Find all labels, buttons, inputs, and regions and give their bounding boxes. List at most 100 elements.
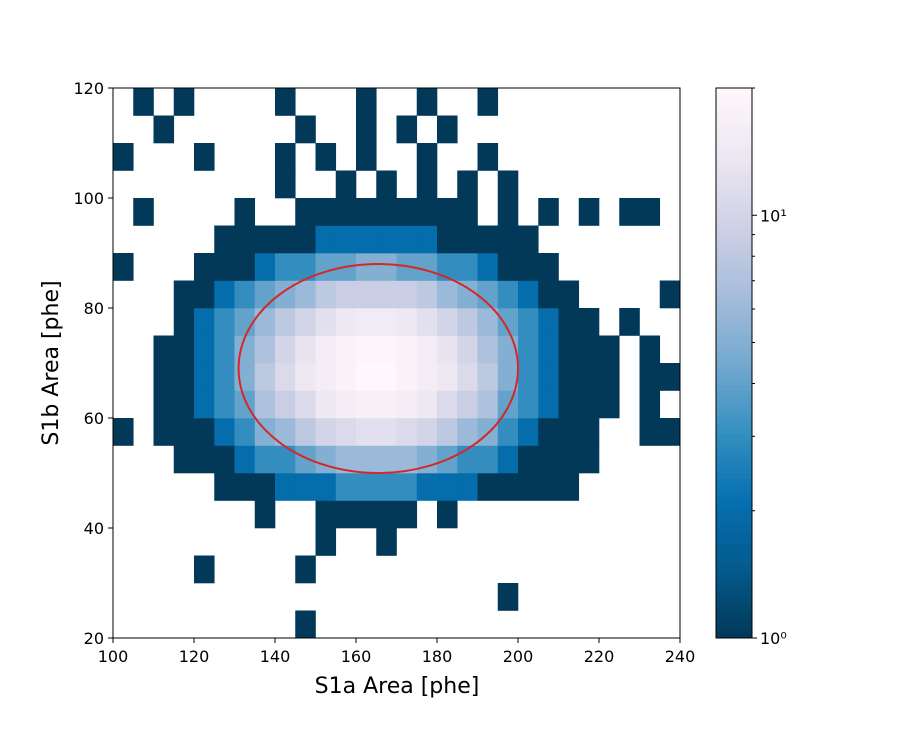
- colorbar-segment: [716, 181, 752, 188]
- cell: [376, 500, 397, 529]
- heatmap: [113, 88, 681, 639]
- cell: [335, 170, 357, 199]
- colorbar-segment: [716, 627, 752, 633]
- colorbar-segment: [716, 478, 752, 485]
- cell: [538, 363, 559, 391]
- colorbar-segment: [716, 236, 752, 243]
- cell: [214, 280, 235, 309]
- cell: [335, 418, 357, 446]
- cell: [477, 253, 499, 281]
- colorbar-segment: [716, 423, 752, 430]
- colorbar-segment: [716, 346, 752, 353]
- colorbar-segment: [716, 517, 752, 523]
- cell: [173, 390, 195, 419]
- cell: [295, 390, 316, 419]
- cell: [295, 363, 316, 391]
- y-tick-label: 40: [84, 519, 104, 538]
- colorbar-segment: [716, 176, 752, 182]
- colorbar-segment: [716, 588, 752, 595]
- cell: [518, 445, 539, 474]
- colorbar-segment: [716, 418, 752, 424]
- cell: [578, 445, 600, 474]
- cell: [538, 198, 559, 226]
- cell: [356, 418, 377, 446]
- cell: [194, 253, 215, 281]
- cell: [477, 445, 499, 474]
- colorbar-segment: [716, 198, 752, 204]
- cell: [639, 363, 661, 391]
- colorbar-segment: [716, 467, 752, 474]
- colorbar-segment: [716, 154, 752, 160]
- colorbar-segment: [716, 324, 752, 331]
- cell: [437, 225, 458, 254]
- cell: [335, 363, 357, 391]
- colorbar-segment: [716, 286, 752, 292]
- cell: [335, 308, 357, 336]
- cell: [153, 418, 175, 446]
- colorbar-segment: [716, 165, 752, 171]
- cell: [538, 280, 559, 309]
- colorbar-segment: [716, 616, 752, 622]
- cell: [335, 500, 357, 529]
- cell: [558, 390, 580, 419]
- cell: [396, 473, 418, 501]
- colorbar-segment: [716, 253, 752, 259]
- cell: [396, 335, 418, 364]
- colorbar-segment: [716, 220, 752, 226]
- colorbar-segment: [716, 264, 752, 270]
- colorbar-segment: [716, 434, 752, 441]
- cell: [599, 390, 620, 419]
- colorbar-segment: [716, 473, 752, 479]
- cell: [315, 280, 337, 309]
- cell: [194, 280, 215, 309]
- x-tick-label: 120: [179, 647, 210, 666]
- cell: [497, 253, 519, 281]
- cell: [356, 253, 377, 281]
- cell: [113, 418, 134, 446]
- cell: [518, 390, 539, 419]
- cell: [376, 170, 397, 199]
- cell: [214, 445, 235, 474]
- colorbar-segment: [716, 385, 752, 391]
- cell: [416, 308, 438, 336]
- colorbar-segment: [716, 132, 752, 138]
- colorbar-segment: [716, 88, 752, 94]
- cell: [538, 418, 559, 446]
- cell: [254, 390, 276, 419]
- colorbar-segment: [716, 242, 752, 248]
- cell: [416, 198, 438, 226]
- colorbar-segment: [716, 583, 752, 589]
- cell: [396, 308, 418, 336]
- cell: [477, 308, 499, 336]
- cell: [578, 390, 600, 419]
- cell: [437, 280, 458, 309]
- cell: [497, 198, 519, 226]
- y-tick-label: 120: [73, 79, 104, 98]
- cell: [416, 390, 438, 419]
- x-tick-label: 220: [584, 647, 615, 666]
- colorbar-segment: [716, 275, 752, 281]
- y-tick-label: 60: [84, 409, 104, 428]
- cell: [335, 225, 357, 254]
- cell: [437, 500, 458, 529]
- cell: [457, 198, 478, 226]
- cell: [254, 225, 276, 254]
- cell: [497, 363, 519, 391]
- cell: [315, 363, 337, 391]
- cell: [376, 445, 397, 474]
- colorbar-segment: [716, 599, 752, 606]
- cell: [295, 335, 316, 364]
- x-tick-label: 200: [503, 647, 534, 666]
- cell: [315, 335, 337, 364]
- cell: [416, 335, 438, 364]
- cell: [335, 473, 357, 501]
- colorbar-segment: [716, 209, 752, 215]
- cell: [194, 418, 215, 446]
- colorbar-segment: [716, 484, 752, 490]
- cell: [416, 445, 438, 474]
- cell: [214, 418, 235, 446]
- colorbar-segment: [716, 93, 752, 100]
- colorbar-segment: [716, 555, 752, 562]
- colorbar-segment: [716, 258, 752, 265]
